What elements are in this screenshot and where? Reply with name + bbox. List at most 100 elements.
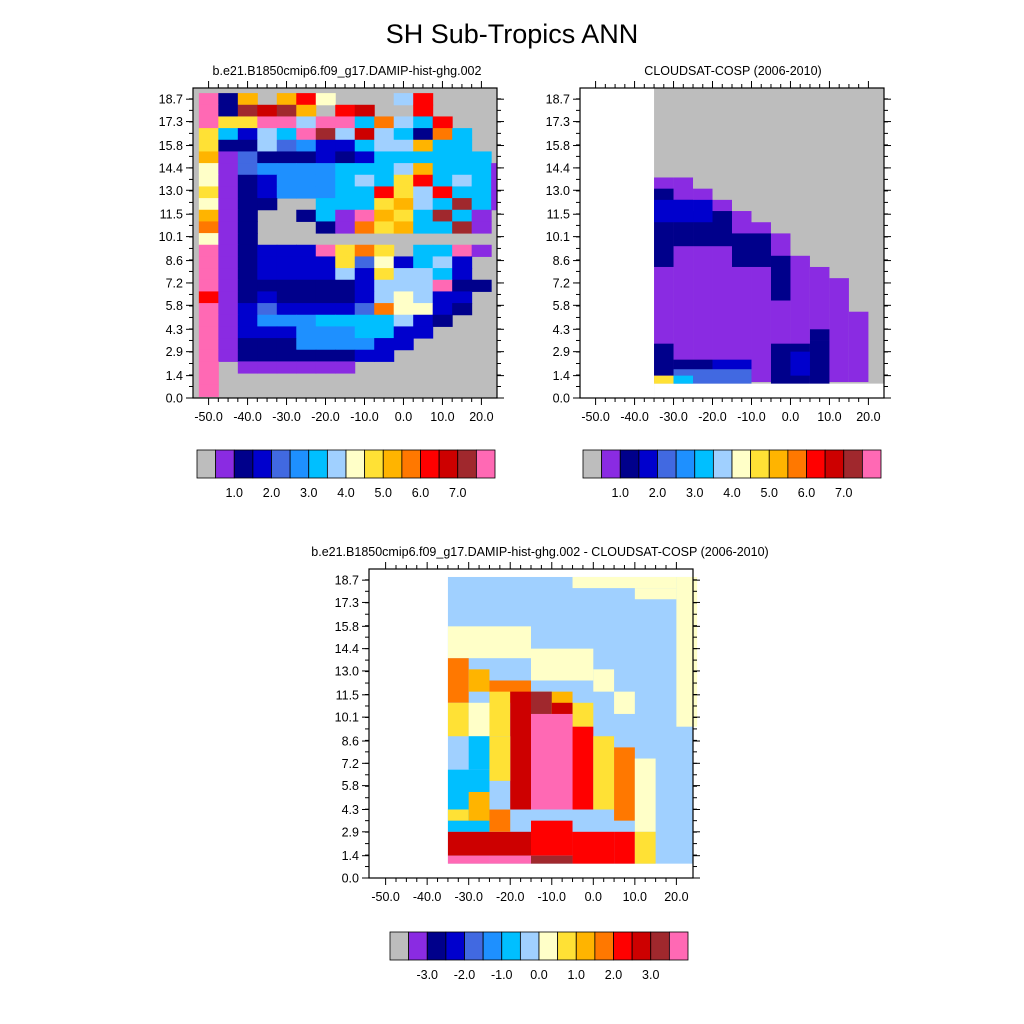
colorbar-swatch (401, 449, 421, 479)
heatmap-cell (374, 151, 395, 164)
heatmap-cell (276, 361, 297, 374)
heatmap-cell (809, 329, 830, 341)
heatmap-cell (354, 139, 375, 152)
colorbar-swatch (289, 449, 310, 479)
colorbar-swatch (326, 449, 347, 479)
heatmap-cell (432, 314, 453, 327)
heatmap-cell (468, 791, 490, 821)
heatmap-cell (452, 151, 473, 164)
heatmap-cell (237, 198, 258, 211)
heatmap-cell (374, 268, 395, 281)
heatmap-cell (413, 104, 434, 117)
heatmap-cell (374, 198, 395, 211)
heatmap-cell (237, 338, 258, 351)
heatmap-cell (393, 279, 414, 292)
heatmap-cell (296, 291, 317, 304)
y-tick-label: 1.4 (166, 369, 183, 383)
colorbar-label: -1.0 (491, 968, 513, 982)
x-tick-label: -50.0 (581, 410, 610, 424)
heatmap-cell (218, 151, 239, 164)
heatmap-cell (218, 198, 239, 211)
heatmap-cell (471, 279, 492, 292)
heatmap-cell (237, 93, 258, 106)
heatmap-cell (393, 291, 414, 304)
heatmap-cell (432, 174, 453, 187)
heatmap-cell (432, 186, 453, 199)
y-tick-label: 4.3 (553, 323, 570, 337)
y-tick-label: 5.8 (166, 299, 183, 313)
colorbar-swatch (408, 931, 428, 961)
heatmap-cell (257, 186, 278, 199)
heatmap-cell (276, 128, 297, 141)
heatmap-cell (257, 279, 278, 292)
heatmap-cell (198, 326, 219, 339)
heatmap-cell (413, 221, 434, 234)
heatmap-cell (315, 338, 336, 351)
heatmap-cell (354, 186, 375, 199)
x-tick-label: 10.0 (430, 410, 454, 424)
heatmap-cell (296, 256, 317, 269)
heatmap-cell (276, 244, 297, 257)
heatmap-cell (432, 116, 453, 129)
heatmap-cell (572, 576, 677, 589)
colorbar-swatch (657, 449, 677, 479)
heatmap-cell (296, 139, 317, 152)
y-tick-label: 0.0 (553, 392, 570, 406)
heatmap-cell (393, 93, 414, 106)
heatmap-cell (593, 736, 615, 810)
heatmap-cell (468, 669, 490, 692)
heatmap-cell (531, 820, 573, 856)
heatmap-cell (315, 151, 336, 164)
heatmap-cell (432, 198, 453, 211)
heatmap-cell (296, 93, 317, 106)
heatmap-cell (218, 233, 239, 246)
colorbar-label: 7.0 (835, 486, 852, 500)
heatmap-cell (510, 691, 531, 810)
heatmap-cell (237, 221, 258, 234)
heatmap-cell (829, 278, 849, 383)
heatmap-cell (432, 303, 453, 316)
heatmap-cell (218, 116, 239, 129)
y-tick-label: 8.6 (553, 254, 570, 268)
panel-model-axes: -50.0 -40.0 -30.0 -20.0 -10.0 0.0 10.0 20.0 0.0 1… (159, 81, 504, 424)
colorbar-label: 1.0 (568, 968, 585, 982)
y-tick-label: 15.8 (335, 620, 359, 634)
heatmap-cell (447, 702, 469, 737)
x-tick-label: -40.0 (233, 410, 262, 424)
heatmap-cell (315, 314, 336, 327)
heatmap-cell (198, 338, 219, 351)
heatmap-cell (452, 198, 473, 211)
heatmap-cell (354, 163, 375, 176)
heatmap-cell (593, 669, 615, 692)
y-tick-label: 10.1 (546, 230, 570, 244)
heatmap-cell (413, 256, 434, 269)
heatmap-cell (432, 291, 453, 304)
heatmap-cell (447, 855, 490, 864)
heatmap-cell (654, 375, 674, 384)
heatmap-cell (693, 199, 713, 223)
heatmap-cell (276, 279, 297, 292)
heatmap-cell (296, 279, 317, 292)
colorbar-swatch (675, 449, 696, 479)
heatmap-cell (413, 268, 434, 281)
heatmap-cell (237, 139, 258, 152)
heatmap-cell (315, 93, 336, 106)
x-tick-label: 10.0 (817, 410, 841, 424)
colorbar-swatch (464, 931, 484, 961)
heatmap-cell (218, 326, 239, 339)
y-tick-label: 5.8 (342, 779, 359, 793)
heatmap-cell (614, 831, 635, 864)
heatmap-cell (315, 198, 336, 211)
heatmap-cell (198, 314, 219, 327)
heatmap-cell (257, 151, 278, 164)
heatmap-cell (354, 314, 375, 327)
heatmap-cell (374, 139, 395, 152)
heatmap-cell (452, 268, 473, 281)
heatmap-cell (572, 726, 594, 810)
heatmap-cell (413, 174, 434, 187)
heatmap-cell (257, 268, 278, 281)
heatmap-cell (335, 303, 356, 316)
heatmap-cell (452, 163, 473, 176)
heatmap-cell (447, 626, 531, 659)
panel-obs-title: CLOUDSAT-COSP (2006-2010) (644, 64, 821, 78)
